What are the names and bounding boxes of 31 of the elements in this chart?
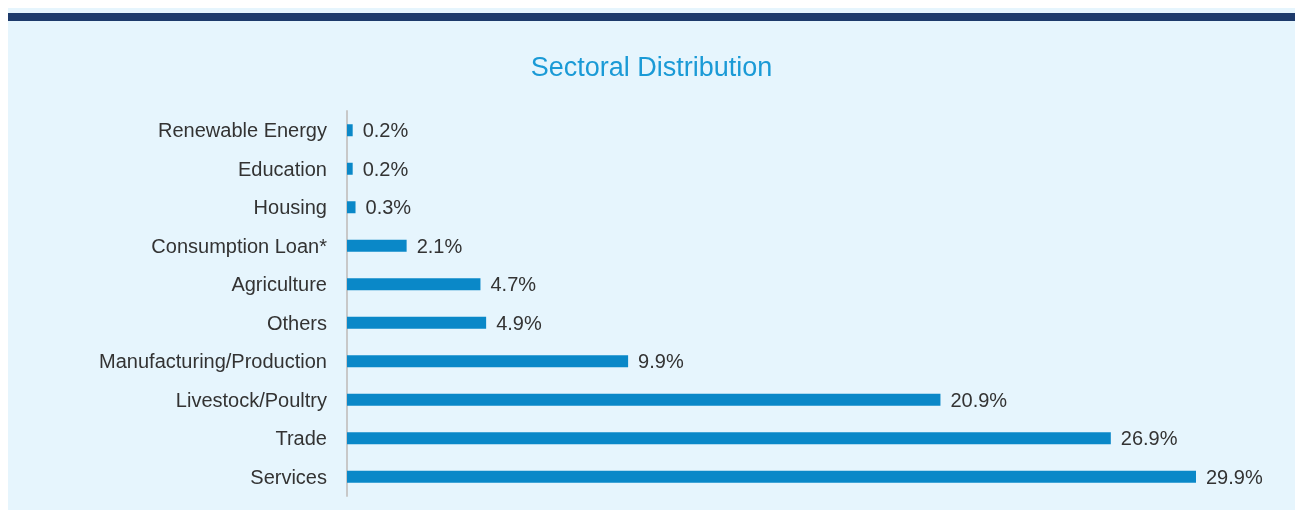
data-label: 0.3% xyxy=(365,196,412,219)
bar xyxy=(347,393,941,406)
y-tick-label: Others xyxy=(266,311,327,334)
data-label: 2.1% xyxy=(416,234,463,257)
y-tick-label: Education xyxy=(238,157,327,180)
data-label: 0.2% xyxy=(362,157,409,180)
y-tick-label: Consumption Loan* xyxy=(151,234,328,257)
y-tick-label: Renewable Energy xyxy=(158,119,327,142)
y-tick-label: Agriculture xyxy=(231,273,327,296)
y-tick-label: Housing xyxy=(253,196,327,219)
bar xyxy=(347,278,481,291)
y-tick-label: Livestock/Poultry xyxy=(175,388,327,411)
y-tick-label: Trade xyxy=(275,427,327,450)
chart-title: Sectoral Distribution xyxy=(530,51,773,82)
y-tick-label: Manufacturing/Production xyxy=(99,350,327,373)
data-label: 4.9% xyxy=(496,311,542,334)
data-label: 0.2% xyxy=(362,119,409,142)
bar xyxy=(347,316,487,329)
data-label: 29.9% xyxy=(1206,465,1263,488)
bar xyxy=(347,124,353,137)
data-label: 26.9% xyxy=(1120,427,1178,450)
bar xyxy=(347,162,353,175)
data-label: 4.7% xyxy=(490,273,537,296)
data-label: 9.9% xyxy=(638,350,684,373)
bar xyxy=(347,201,356,214)
bar xyxy=(347,355,629,368)
data-label: 20.9% xyxy=(950,388,1008,411)
bar xyxy=(347,470,1196,483)
y-tick-label: Services xyxy=(250,465,327,488)
bar xyxy=(347,239,407,252)
bar xyxy=(347,432,1111,445)
